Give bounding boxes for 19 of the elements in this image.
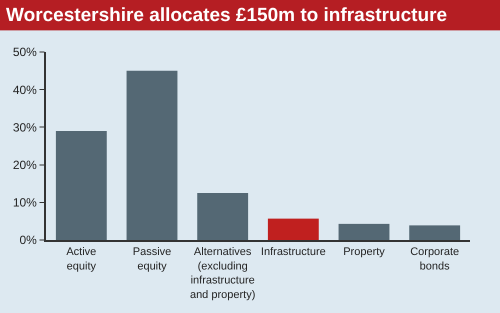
bar	[56, 130, 107, 240]
y-tick-label: 10%	[12, 196, 38, 210]
x-tick-label: Active equity	[66, 246, 97, 272]
x-tick-label: Property	[343, 246, 386, 258]
bar	[409, 225, 460, 240]
y-tick-label: 40%	[12, 82, 38, 97]
y-tick-label: 30%	[12, 120, 38, 134]
y-tick-label: 50%	[12, 45, 38, 60]
x-tick-label: Corporate bonds	[410, 246, 460, 272]
chart-title: Worcestershire allocates £150m to infrastructure	[6, 5, 448, 26]
bar	[126, 70, 178, 240]
bar	[197, 193, 248, 240]
x-tick-label: Infrastructure	[260, 246, 326, 258]
x-tick-label: Passive equity	[132, 246, 172, 272]
x-tick-label: Alternatives (excluding infrastructure and property)	[190, 246, 256, 301]
bar	[338, 224, 390, 240]
y-tick-label: 0%	[20, 233, 38, 248]
bar	[268, 218, 319, 240]
y-tick-label: 20%	[12, 158, 38, 172]
